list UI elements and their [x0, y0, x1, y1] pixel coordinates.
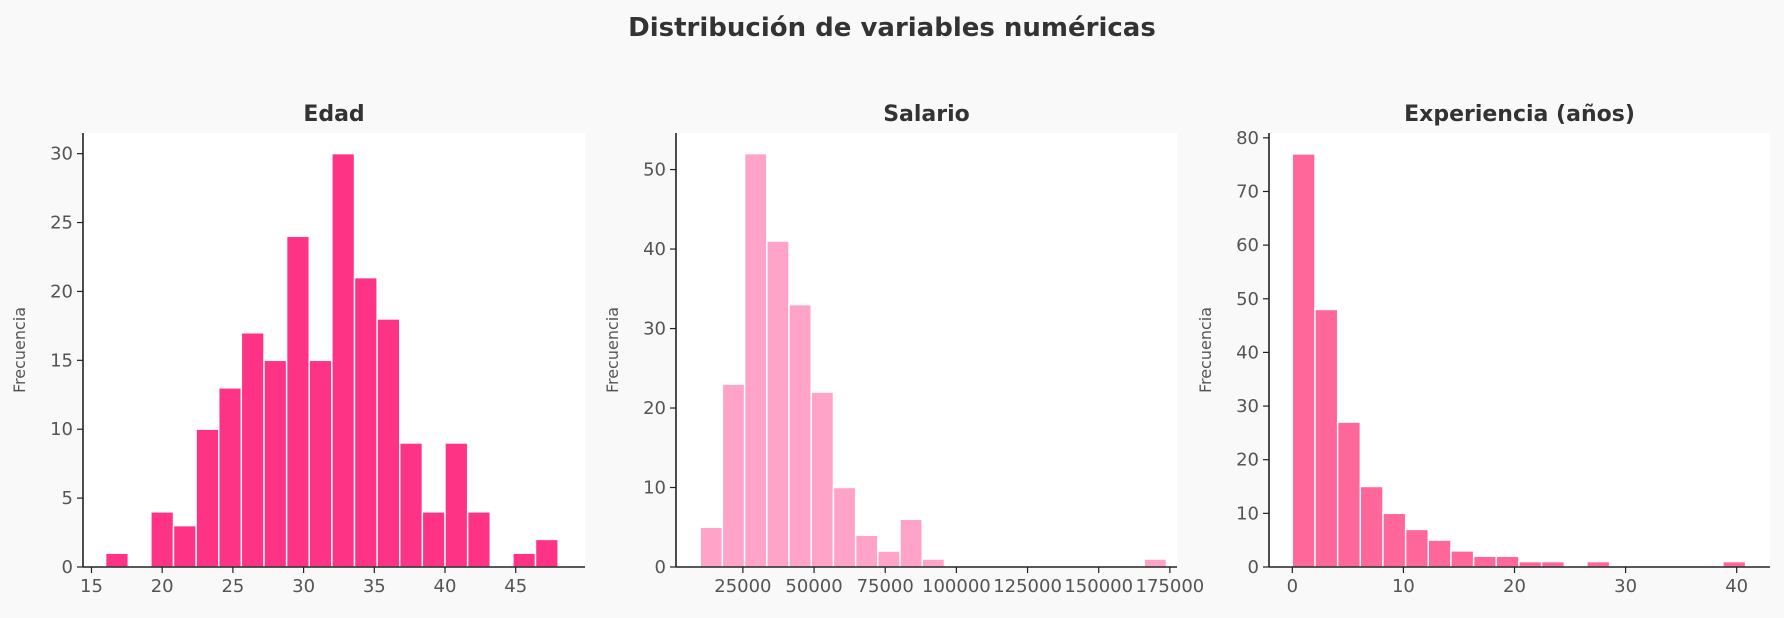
histogram-bar: [285, 235, 310, 568]
histogram-bar: [195, 428, 220, 568]
histogram-bar: [263, 359, 288, 568]
histogram-bar: [218, 387, 243, 568]
y-tick-label: 80: [1236, 128, 1259, 149]
histogram-bar: [1143, 558, 1168, 568]
x-tick-label: 30: [292, 576, 315, 597]
y-tick-label: 15: [50, 350, 73, 371]
histogram-bar: [1382, 512, 1407, 568]
chart-title: Salario: [883, 102, 970, 127]
histogram-bar: [1291, 153, 1316, 568]
x-tick-label: 175000: [1136, 576, 1205, 597]
histogram-bar: [1540, 560, 1565, 568]
x-tick-label: 150000: [1064, 576, 1133, 597]
histogram-bar: [376, 318, 401, 568]
histogram-bar: [104, 552, 129, 568]
histogram-bar: [854, 534, 879, 568]
histogram-panel-3: 0 10 20 30 40 50 60 70 80 0 10 20 30 40 Experiencia (a…: [1196, 102, 1770, 597]
histogram-bar: [331, 152, 356, 568]
x-tick-label: 35: [363, 576, 386, 597]
histogram-bar: [1336, 421, 1362, 568]
histogram-bar: [766, 240, 790, 568]
x-tick-label: 100000: [922, 576, 991, 597]
y-tick-label: 5: [62, 488, 73, 509]
histogram-bar: [899, 518, 923, 568]
histogram-panel-2: 0 10 20 30 40 50 25000 50000 75000 100000 125000 15…: [603, 102, 1204, 597]
y-tick-label: 10: [643, 478, 666, 499]
x-tick-label: 30: [1614, 576, 1637, 597]
histogram-bar: [240, 332, 265, 568]
y-tick-label: 60: [1236, 235, 1259, 256]
y-tick-label: 40: [643, 239, 666, 260]
histogram-bar: [1722, 560, 1747, 568]
histogram-bar: [877, 550, 901, 568]
histogram-bar: [1518, 560, 1543, 568]
histogram-bar: [810, 391, 835, 568]
y-tick-label: 0: [655, 557, 666, 578]
histogram-bar: [421, 511, 446, 568]
y-tick-label: 0: [1248, 557, 1259, 578]
histogram-bar: [1472, 555, 1497, 568]
histogram-bar: [353, 276, 378, 568]
histogram-bar: [1314, 308, 1339, 568]
x-tick-label: 125000: [993, 576, 1062, 597]
histogram-bar: [1427, 539, 1452, 568]
y-tick-label: 20: [643, 398, 666, 419]
histogram-bar: [1450, 550, 1475, 568]
histogram-bar: [466, 511, 491, 568]
y-tick-label: 10: [1236, 503, 1259, 524]
y-tick-label: 0: [62, 557, 73, 578]
y-tick-label: 20: [1236, 450, 1259, 471]
histogram-bar: [1404, 528, 1429, 568]
y-tick-label: 40: [1236, 342, 1259, 363]
x-tick-label: 25: [221, 576, 244, 597]
histogram-bar: [399, 442, 424, 568]
histogram-bar: [1495, 555, 1520, 568]
y-axis-label: Frecuencia: [1196, 307, 1215, 393]
y-tick-label: 70: [1236, 181, 1259, 202]
histogram-bar: [788, 303, 812, 568]
x-tick-label: 20: [151, 576, 174, 597]
x-tick-label: 45: [504, 576, 527, 597]
histogram-bar: [444, 442, 469, 568]
histogram-bar: [534, 538, 559, 568]
x-tick-label: 10: [1392, 576, 1415, 597]
x-tick-label: 75000: [857, 576, 914, 597]
y-tick-label: 20: [50, 281, 73, 302]
x-tick-label: 40: [434, 576, 457, 597]
histogram-bar: [1586, 560, 1611, 568]
histogram-bar: [921, 558, 946, 568]
x-tick-label: 40: [1725, 576, 1748, 597]
x-tick-label: 0: [1287, 576, 1298, 597]
histogram-bar: [721, 383, 746, 568]
figure-title: Distribución de variables numéricas: [628, 13, 1156, 43]
y-tick-label: 30: [643, 319, 666, 340]
histogram-bar: [172, 524, 197, 568]
y-tick-label: 30: [50, 144, 73, 165]
histogram-panel-1: 0 5 10 15 20 25 30 15 20 25 30 35 40 45 Edad Frecuencia: [10, 102, 585, 597]
histogram-bar: [832, 486, 857, 568]
y-tick-label: 30: [1236, 396, 1259, 417]
histogram-bar: [308, 359, 333, 568]
x-tick-label: 50000: [785, 576, 842, 597]
histogram-bar: [743, 152, 768, 568]
x-tick-label: 25000: [714, 576, 771, 597]
y-tick-label: 10: [50, 419, 73, 440]
histogram-bar: [150, 511, 175, 568]
histogram-bar: [699, 526, 724, 568]
chart-title: Edad: [303, 102, 364, 127]
histogram-bar: [512, 552, 537, 568]
y-axis-label: Frecuencia: [603, 307, 622, 393]
x-tick-label: 15: [80, 576, 103, 597]
histogram-bar: [1359, 485, 1384, 568]
y-tick-label: 50: [1236, 289, 1259, 310]
y-axis-label: Frecuencia: [10, 307, 29, 393]
x-tick-label: 20: [1503, 576, 1526, 597]
y-tick-label: 50: [643, 160, 666, 181]
chart-title: Experiencia (años): [1404, 102, 1635, 127]
y-tick-label: 25: [50, 213, 73, 234]
